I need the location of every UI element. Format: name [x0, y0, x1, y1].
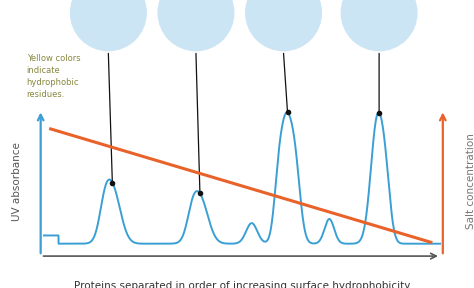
Ellipse shape	[158, 0, 234, 51]
Text: Proteins separated in order of increasing surface hydrophobicity: Proteins separated in order of increasin…	[73, 281, 410, 288]
Ellipse shape	[246, 0, 321, 51]
Ellipse shape	[341, 0, 417, 51]
Text: Yellow colors
indicate
hydrophobic
residues.: Yellow colors indicate hydrophobic resid…	[27, 54, 81, 99]
Text: Salt concentration: Salt concentration	[465, 134, 474, 229]
Ellipse shape	[71, 0, 146, 51]
Text: UV absorbance: UV absorbance	[12, 142, 22, 221]
